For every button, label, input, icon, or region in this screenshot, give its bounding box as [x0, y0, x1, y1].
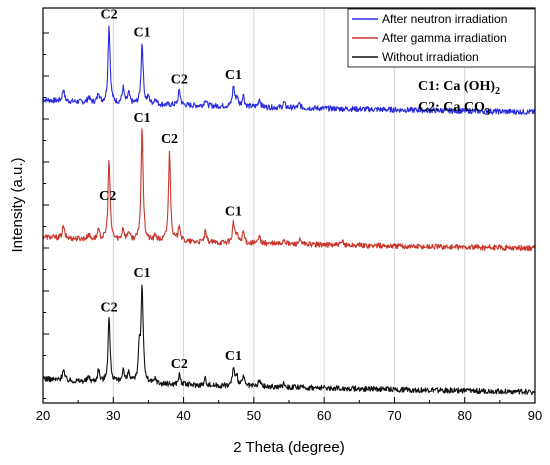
x-tick-label: 80 — [457, 408, 471, 423]
legend-label-without: Without irradiation — [382, 50, 479, 64]
peak-label: C2 — [101, 300, 118, 315]
phase-note-c1: C1: Ca (OH)2 — [418, 79, 500, 97]
x-tick-label: 50 — [247, 408, 261, 423]
series-line — [42, 25, 536, 115]
phase-note-c2-label: C2 — [418, 100, 435, 115]
peak-label: C1 — [225, 68, 242, 83]
phase-notes: C1: Ca (OH)2 C2: Ca CO3 — [418, 79, 500, 118]
peak-label: C1 — [134, 25, 151, 40]
y-axis-title: Intensity (a.u.) — [9, 157, 26, 252]
phase-note-c2-sep: : — [435, 100, 443, 115]
peak-label: C1 — [225, 204, 242, 219]
legend: After neutron irradiation After gamma ir… — [347, 8, 536, 68]
phase-note-c1-sub: 2 — [495, 86, 500, 97]
grid-lines — [112, 8, 466, 403]
phase-note-c2-sub: 3 — [485, 107, 490, 118]
peak-label: C2 — [99, 189, 116, 204]
phase-note-c1-text: Ca (OH) — [443, 79, 495, 94]
series-line — [42, 128, 536, 252]
phase-note-c1-sep: : — [435, 79, 443, 94]
series-lines — [42, 25, 536, 396]
x-tick-label: 70 — [387, 408, 401, 423]
x-axis-title: 2 Theta (degree) — [233, 439, 344, 456]
peak-label: C1 — [225, 349, 242, 364]
peak-label: C1 — [134, 266, 151, 281]
legend-label-gamma: After gamma irradiation — [382, 31, 507, 45]
phase-note-c2: C2: Ca CO3 — [418, 100, 490, 118]
peak-labels: C2 C1 C2 C1 C2 C1 C2 C1 C2 C1 C2 C1 — [99, 8, 242, 373]
peak-label: C2 — [171, 357, 188, 372]
phase-note-c2-text: Ca CO — [443, 100, 485, 115]
x-tick-label: 40 — [176, 408, 190, 423]
peak-label: C1 — [134, 111, 151, 126]
legend-box — [347, 8, 536, 68]
phase-note-c1-label: C1 — [418, 79, 435, 94]
axis-ticks: 20 30 40 50 60 70 80 90 — [36, 32, 542, 423]
series-line — [42, 284, 536, 396]
x-tick-label: 60 — [317, 408, 331, 423]
peak-label: C2 — [101, 8, 118, 23]
peak-label: C2 — [161, 132, 178, 147]
legend-label-neutron: After neutron irradiation — [382, 12, 507, 26]
x-tick-label: 90 — [528, 408, 542, 423]
x-tick-label: 20 — [36, 408, 50, 423]
peak-label: C2 — [171, 73, 188, 88]
x-tick-label: 30 — [106, 408, 120, 423]
